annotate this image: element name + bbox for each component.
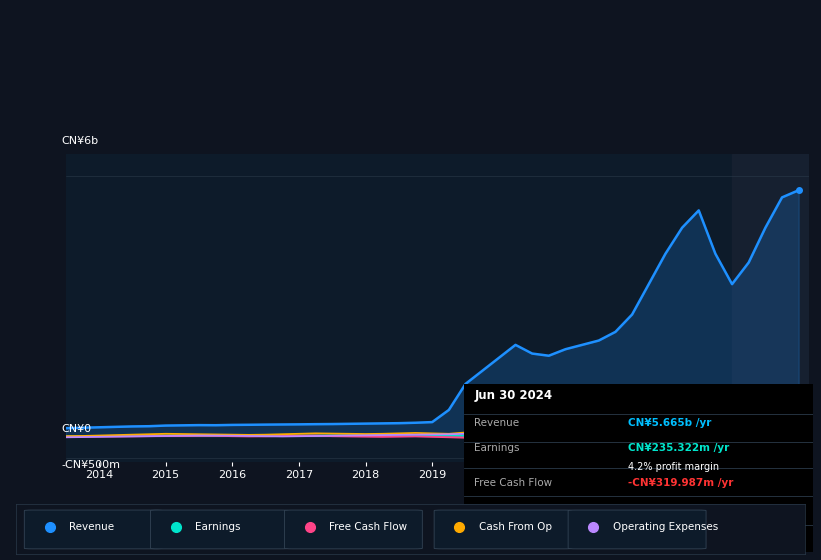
Text: Cash From Op: Cash From Op	[479, 522, 552, 531]
Text: Cash From Op: Cash From Op	[475, 505, 548, 515]
FancyBboxPatch shape	[434, 510, 572, 549]
Text: Jun 30 2024: Jun 30 2024	[475, 389, 553, 402]
FancyBboxPatch shape	[150, 510, 288, 549]
Text: 4.2% profit margin: 4.2% profit margin	[628, 462, 719, 472]
FancyBboxPatch shape	[25, 510, 163, 549]
Text: Revenue: Revenue	[475, 418, 520, 428]
Text: Earnings: Earnings	[475, 444, 520, 453]
Text: Free Cash Flow: Free Cash Flow	[329, 522, 407, 531]
FancyBboxPatch shape	[284, 510, 422, 549]
Text: CN¥137.943m /yr: CN¥137.943m /yr	[628, 531, 729, 542]
Text: CN¥0: CN¥0	[62, 424, 92, 435]
Text: -CN¥319.987m /yr: -CN¥319.987m /yr	[628, 478, 733, 488]
FancyBboxPatch shape	[568, 510, 706, 549]
Text: CN¥5.665b /yr: CN¥5.665b /yr	[628, 418, 711, 428]
Text: CN¥122.083m /yr: CN¥122.083m /yr	[628, 505, 729, 515]
Text: -CN¥500m: -CN¥500m	[62, 460, 121, 470]
Text: Earnings: Earnings	[195, 522, 241, 531]
Text: CN¥6b: CN¥6b	[62, 136, 99, 146]
Text: CN¥235.322m /yr: CN¥235.322m /yr	[628, 444, 729, 453]
Text: Operating Expenses: Operating Expenses	[613, 522, 718, 531]
Text: Operating Expenses: Operating Expenses	[475, 531, 580, 542]
Bar	[732, 154, 821, 462]
Text: Free Cash Flow: Free Cash Flow	[475, 478, 553, 488]
Text: Revenue: Revenue	[69, 522, 114, 531]
